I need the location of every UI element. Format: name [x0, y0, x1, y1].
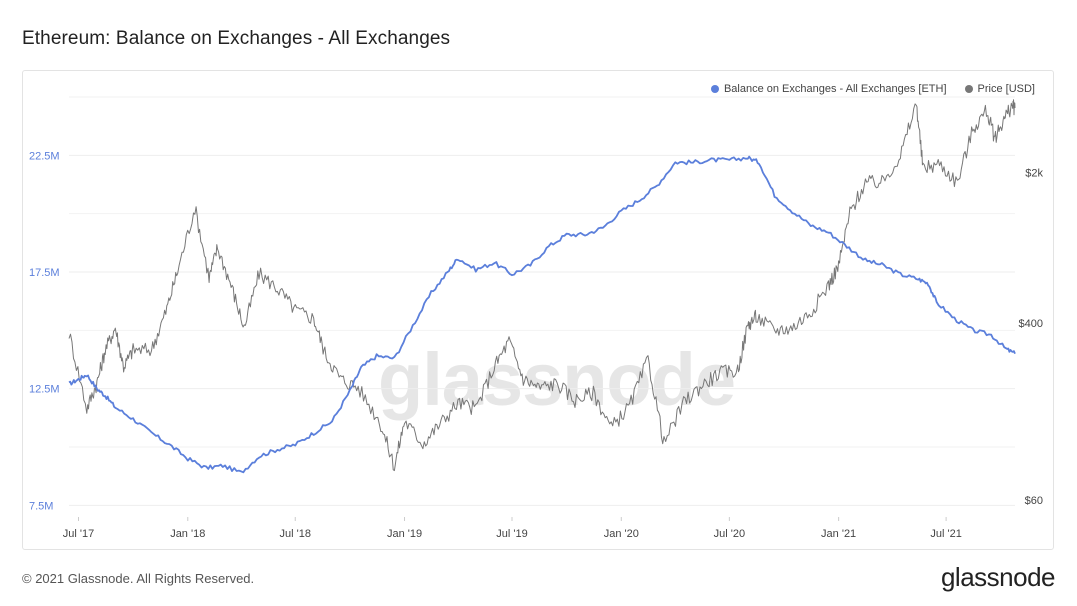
x-tick-label: Jan '20	[604, 528, 639, 540]
chart-svg[interactable]: 7.5M 12.5M 17.5M 22.5M $60 $400 $2k Jul '17 Jan …	[23, 71, 1053, 549]
legend-label-balance: Balance on Exchanges - All Exchanges [ET…	[723, 83, 947, 95]
chart-panel: Balance on Exchanges - All Exchanges [ET…	[22, 70, 1054, 550]
x-tick-label: Jul '17	[63, 528, 94, 540]
series-line-balance	[68, 155, 1016, 474]
legend-item-balance[interactable]: Balance on Exchanges - All Exchanges [ET…	[710, 83, 947, 95]
x-tick-label: Jan '21	[821, 528, 856, 540]
y-left-tick-label: 7.5M	[29, 500, 53, 512]
chart-title: Ethereum: Balance on Exchanges - All Exc…	[22, 28, 451, 49]
y-left-tick-label: 12.5M	[29, 384, 60, 396]
legend-item-price[interactable]: Price [USD]	[964, 83, 1035, 95]
legend-label-price: Price [USD]	[977, 83, 1035, 95]
legend-swatch-price	[964, 85, 973, 93]
y-left-tick-label: 17.5M	[29, 267, 60, 279]
y-right-tick-label: $60	[1025, 495, 1043, 507]
footer-logo[interactable]: glassnode	[940, 562, 1056, 592]
y-right-tick-label: $2k	[1025, 168, 1043, 180]
footer-copyright: © 2021 Glassnode. All Rights Reserved.	[22, 571, 255, 586]
x-tick-label: Jul '21	[930, 528, 961, 540]
series-line-price	[68, 99, 1016, 472]
x-tick-label: Jan '19	[387, 528, 422, 540]
x-tick-label: Jan '18	[170, 528, 205, 540]
x-tick-label: Jul '19	[496, 528, 527, 540]
x-tick-label: Jul '20	[714, 528, 745, 540]
y-left-tick-label: 22.5M	[29, 150, 60, 162]
legend: Balance on Exchanges - All Exchanges [ET…	[710, 83, 1035, 95]
x-tick-label: Jul '18	[280, 528, 311, 540]
y-right-tick-label: $400	[1019, 318, 1043, 330]
legend-swatch-balance	[710, 85, 719, 93]
